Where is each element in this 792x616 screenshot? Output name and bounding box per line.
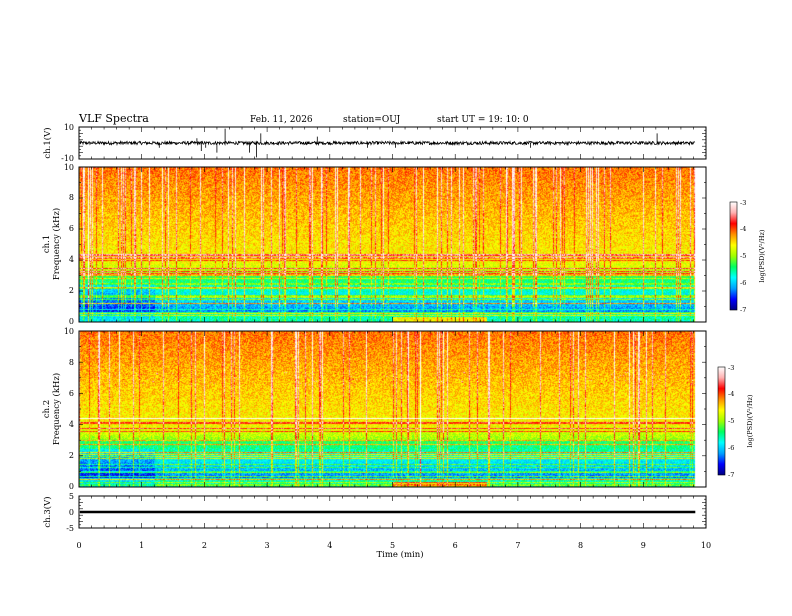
x-tick-label-7: 7 [515, 541, 520, 550]
ch1-ylabel: ch.1(V) [42, 127, 53, 158]
x-tick-label-10: 10 [701, 541, 711, 550]
ch3-ytick-top: 5 [69, 492, 74, 501]
axis-tick-marks [78, 126, 707, 529]
ch1-freq-tick-8: 8 [69, 193, 74, 202]
ch2-colorbar-label: log(PSD)(V²/Hz) [746, 394, 754, 447]
x-tick-label-6: 6 [453, 541, 458, 550]
ch1-freq-tick-2: 2 [69, 286, 74, 295]
ch1-colorbar-tick-m3: -3 [740, 199, 746, 207]
date-label: Feb. 11, 2026 [250, 115, 313, 125]
ch1-colorbar-tick-m5: -5 [740, 252, 746, 260]
ch1-colorbar-label: log(PSD)(V²/Hz) [758, 229, 766, 282]
ch3-ylabel: ch.3(V) [42, 496, 53, 527]
x-tick-label-4: 4 [327, 541, 332, 550]
ch1-spectrogram-panel: 0 2 4 6 8 10 ch.1 Frequency (kHz) -3 -4 … [42, 163, 766, 326]
ch1-freq-tick-4: 4 [69, 255, 74, 264]
ch1-waveform-panel: 10 -10 ch.1(V) [42, 123, 707, 163]
ch2-spectrogram-panel: 0 2 4 6 8 10 ch.2 Frequency (kHz) -3 -4 … [42, 327, 754, 491]
ch2-colorbar [717, 366, 726, 476]
x-tick-label-5: 5 [390, 541, 395, 550]
ch2-spectrogram-image [79, 331, 706, 487]
ch1-freq-tick-0: 0 [69, 317, 74, 326]
ch1-colorbar [729, 201, 738, 311]
ch1-freq-tick-6: 6 [69, 224, 74, 233]
x-axis-label: Time (min) [376, 549, 423, 560]
ch2-spectrogram-image-holder [79, 331, 706, 487]
ch1-ylabel-channel: ch.1 [42, 235, 52, 253]
x-tick-label-9: 9 [641, 541, 646, 550]
ch2-colorbar-tick-m4: -4 [728, 390, 734, 398]
ch2-colorbar-tick-m6: -6 [728, 444, 734, 452]
x-tick-label-1: 1 [139, 541, 144, 550]
ch2-freq-tick-0: 0 [69, 482, 74, 491]
ch1-spectrogram-image [79, 167, 706, 322]
ch1-colorbar-tick-m4: -4 [740, 225, 746, 233]
ch2-ylabel-frequency: Frequency (kHz) [51, 373, 62, 445]
x-tick-label-3: 3 [265, 541, 270, 550]
ch2-colorbar-tick-m7: -7 [728, 471, 734, 479]
ch2-colorbar-tick-m5: -5 [728, 417, 734, 425]
ch1-waveform-line [79, 128, 696, 158]
ch1-ytick-bottom: -10 [61, 154, 74, 163]
ch1-ytick-top: 10 [64, 123, 74, 132]
x-tick-label-2: 2 [202, 541, 207, 550]
x-tick-label-8: 8 [578, 541, 583, 550]
ch1-spectrogram-image-holder [79, 167, 706, 322]
ch1-colorbar-tick-m6: -6 [740, 279, 746, 287]
ch1-spectrogram-yticks: 0 2 4 6 8 10 [64, 163, 74, 326]
station-label: station=OUJ [343, 115, 401, 125]
ch3-waveform-panel: 5 0 -5 ch.3(V) [42, 492, 707, 533]
ch2-freq-tick-4: 4 [69, 420, 74, 429]
x-axis-tick-labels: 0 1 2 3 4 5 6 7 8 9 10 [76, 541, 711, 550]
ch2-ylabel-channel: ch.2 [42, 400, 52, 418]
ch2-colorbar-tick-m3: -3 [728, 364, 734, 372]
ch2-spectrogram-yticks: 0 2 4 6 8 10 [64, 327, 74, 491]
ch2-freq-tick-2: 2 [69, 451, 74, 460]
ch3-ytick-bottom: -5 [66, 524, 74, 533]
ch2-freq-tick-8: 8 [69, 358, 74, 367]
x-tick-label-0: 0 [76, 541, 81, 550]
ch1-colorbar-tick-m7: -7 [740, 306, 746, 314]
ch1-freq-tick-10: 10 [64, 163, 74, 172]
ch1-ylabel-frequency: Frequency (kHz) [51, 208, 62, 280]
ch2-freq-tick-10: 10 [64, 327, 74, 336]
ch3-ytick-mid: 0 [69, 508, 74, 517]
figure-title: VLF Spectra [78, 112, 149, 125]
ch2-freq-tick-6: 6 [69, 389, 74, 398]
start-time-label: start UT = 19: 10: 0 [437, 115, 529, 125]
